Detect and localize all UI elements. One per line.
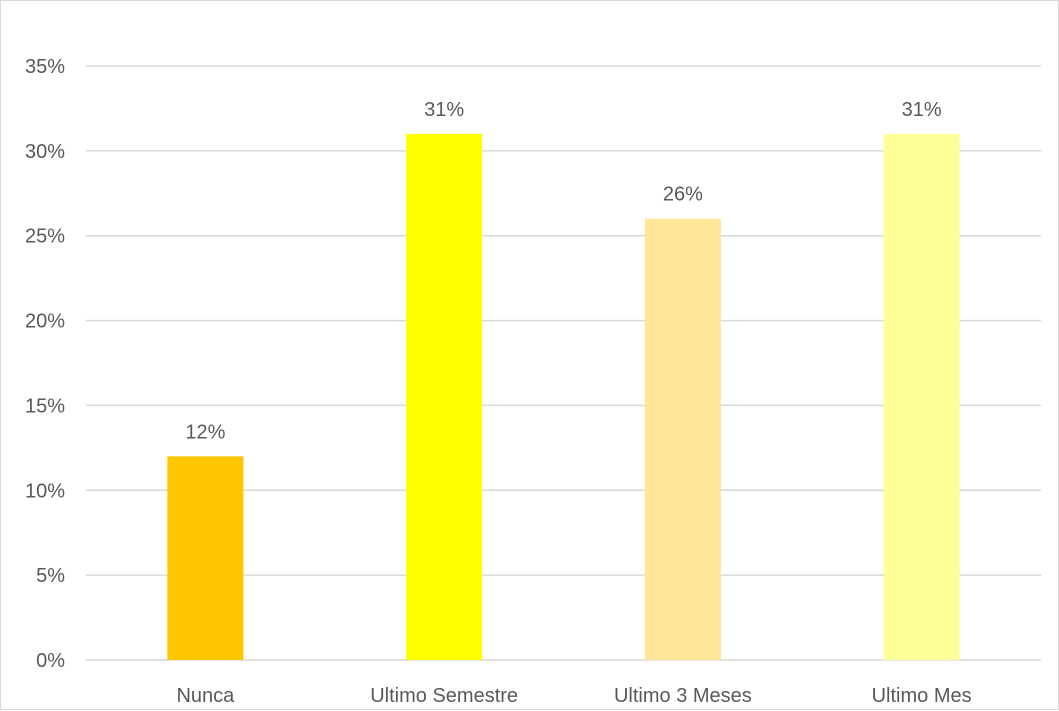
data-label: 31% — [424, 99, 464, 121]
y-tick-label: 5% — [36, 565, 65, 587]
data-label: 26% — [663, 184, 703, 206]
data-label: 12% — [185, 421, 225, 443]
y-tick-label: 10% — [25, 480, 65, 502]
bar — [406, 133, 483, 660]
bar — [167, 456, 244, 660]
y-tick-label: 35% — [25, 56, 65, 78]
data-label: 31% — [902, 99, 942, 121]
x-category-label: Ultimo Mes — [872, 685, 972, 707]
gridlines — [86, 65, 1041, 661]
y-tick-label: 15% — [25, 395, 65, 417]
y-tick-label: 0% — [36, 650, 65, 672]
bar — [644, 218, 721, 660]
bar — [883, 133, 960, 660]
y-tick-label: 30% — [25, 141, 65, 163]
y-tick-label: 25% — [25, 226, 65, 248]
y-axis-tick-labels: 0% 5% 10% 15% 20% 25% 30% 35% — [25, 56, 65, 672]
x-category-label: Nunca — [176, 685, 235, 707]
x-category-label: Ultimo Semestre — [370, 685, 518, 707]
data-labels: 12% 31% 26% 31% — [185, 99, 941, 443]
x-category-label: Ultimo 3 Meses — [614, 685, 752, 707]
y-tick-label: 20% — [25, 311, 65, 333]
x-axis-category-labels: Nunca Ultimo Semestre Ultimo 3 Meses Ultimo… — [176, 685, 971, 707]
bars — [167, 133, 960, 660]
